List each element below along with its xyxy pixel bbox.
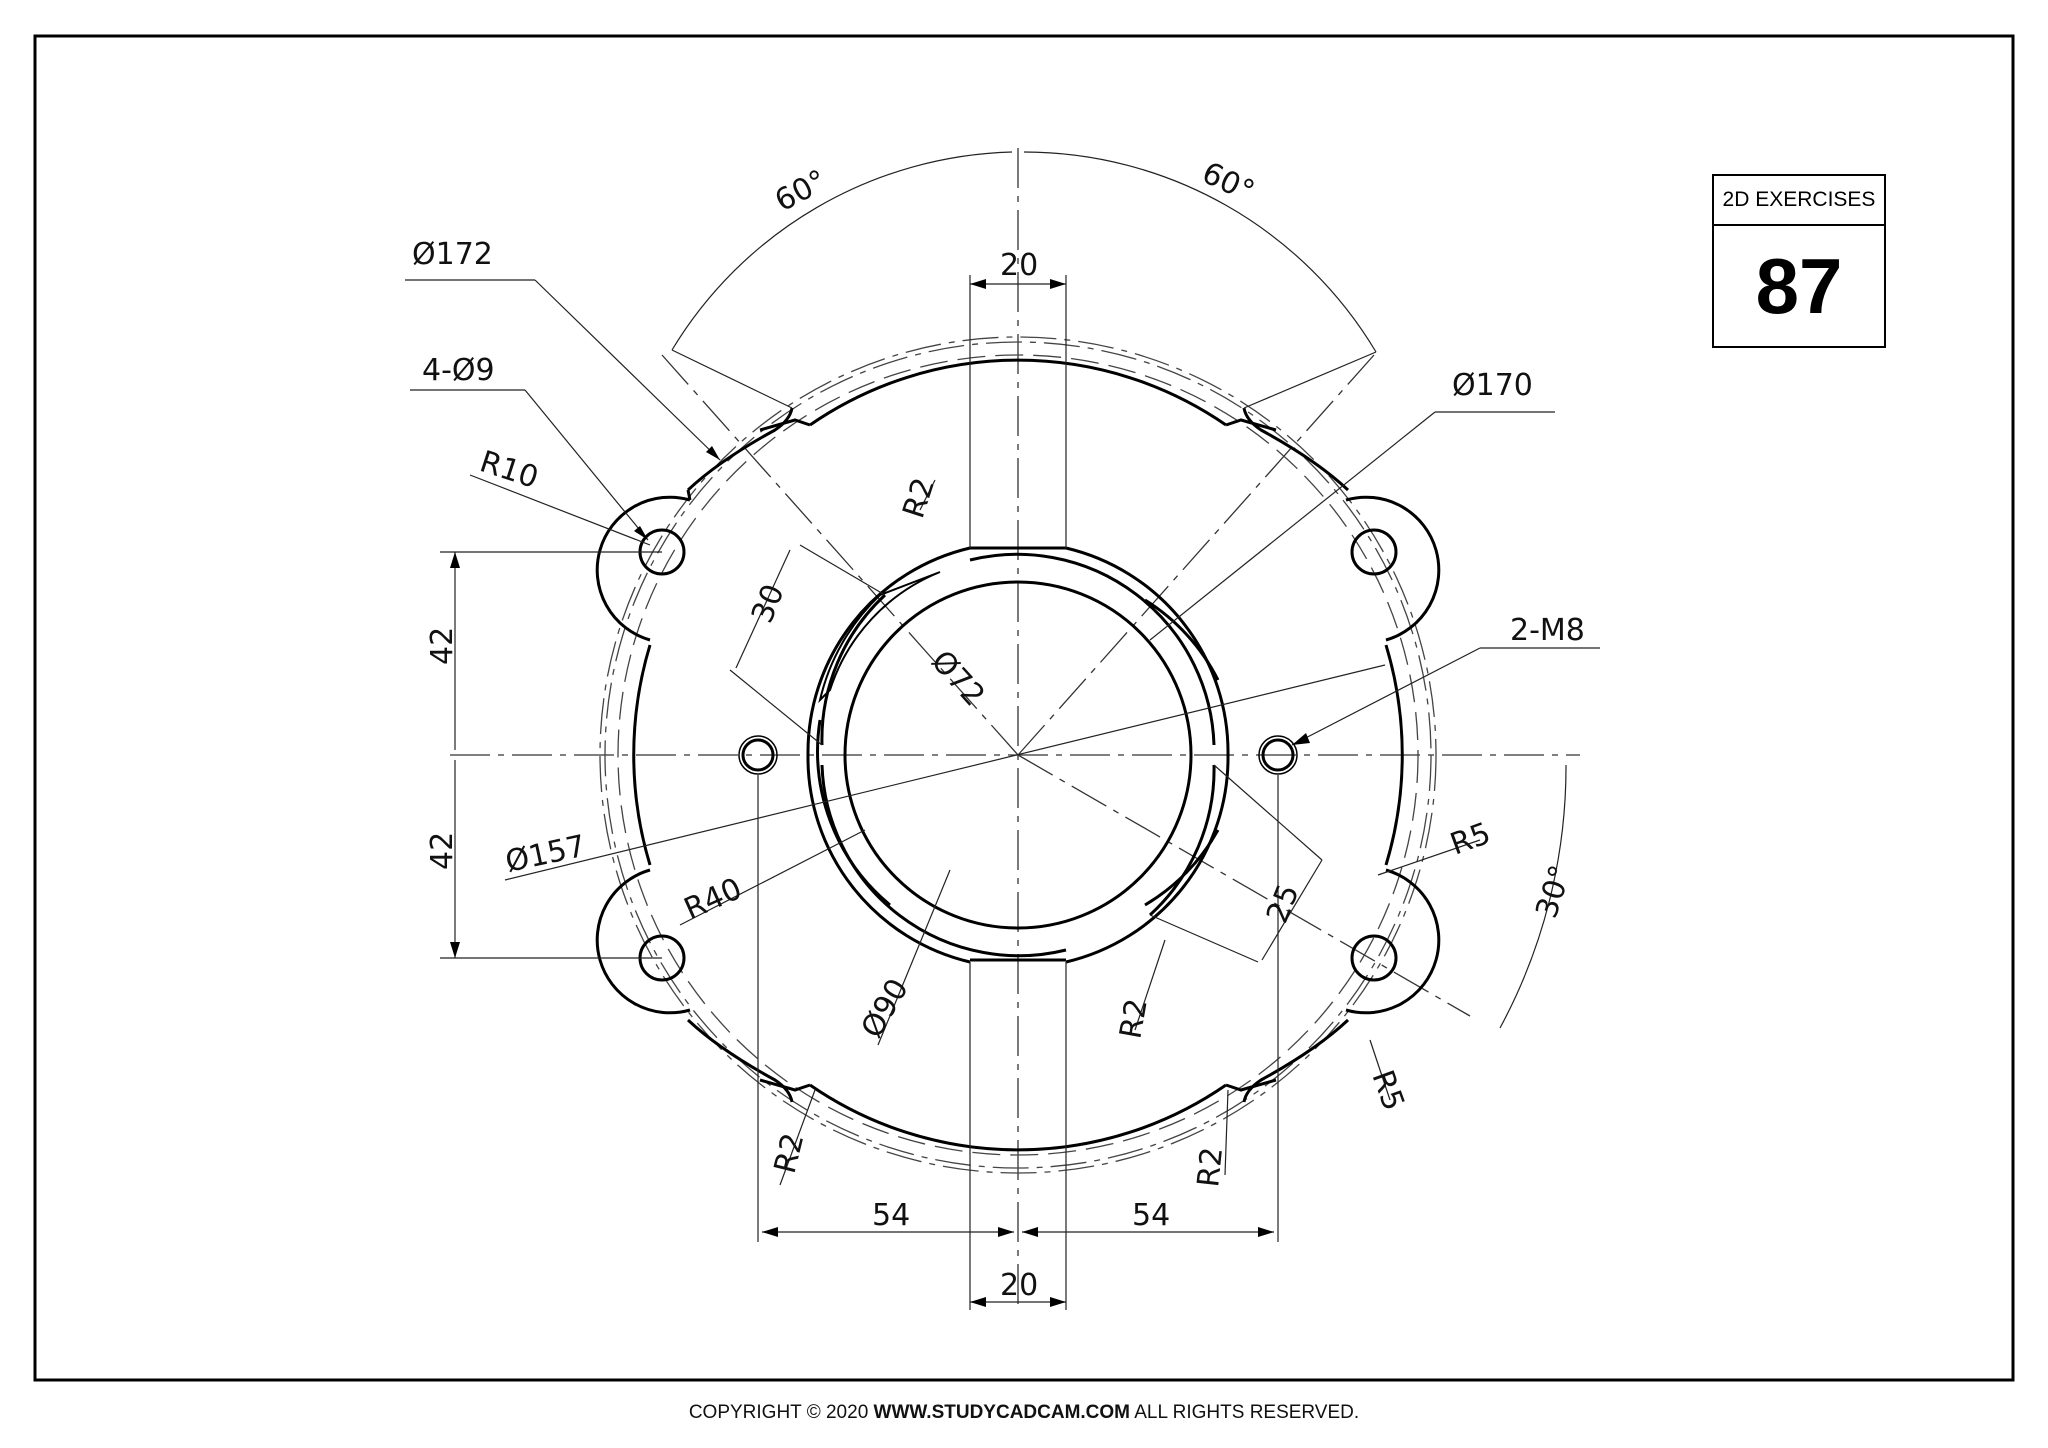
dimension-lines [405,151,1600,1310]
dim-r5-right: R5 [1446,816,1495,863]
dimension-labels: Ø172 4-Ø9 R10 60° 60° 20 Ø170 R2 30 Ø72 … [412,156,1585,1303]
sheet-border [33,34,2015,1382]
dim-slot-30: 30 [745,579,792,628]
dim-holes: 4-Ø9 [422,353,495,388]
dim-h42-bottom: 42 [425,832,460,870]
dim-h42-top: 42 [425,627,460,665]
dim-w54-right: 54 [1132,1198,1170,1233]
dim-angle-right: 60° [1197,156,1260,210]
phantom-circles [599,336,1437,1174]
dim-dia170: Ø170 [1452,368,1533,403]
dim-r2-center: R2 [1113,996,1154,1041]
exercise-badge: 2D EXERCISES 87 [1712,174,1886,348]
copyright-footer: COPYRIGHT © 2020 WWW.STUDYCADCAM.COM ALL… [0,1402,2048,1424]
badge-number: 87 [1755,242,1843,330]
inner-ring-profile [806,546,1230,964]
dim-angle-left: 60° [769,163,832,219]
footer-prefix: COPYRIGHT © 2020 [688,1402,869,1423]
arrowheads [450,279,1310,1307]
badge-label: 2D EXERCISES [1714,176,1884,226]
flange-outline [595,358,1441,1152]
footer-site: WWW.STUDYCADCAM.COM [873,1402,1131,1423]
dim-w54-left: 54 [872,1198,910,1233]
dim-bottom-width: 20 [1000,1268,1038,1303]
dim-r5-lower: R5 [1364,1066,1411,1115]
dim-r2-bottom-right: R2 [1191,1145,1230,1188]
centerlines [450,148,1580,1310]
dim-r10: R10 [476,444,543,496]
dim-slot-25: 25 [1260,879,1307,928]
dim-dia90: Ø90 [855,973,916,1044]
dim-r40: R40 [679,871,747,927]
dim-dia72: Ø72 [924,644,991,713]
dim-r2-bottom-left: R2 [768,1130,812,1177]
dim-dia157: Ø157 [502,829,588,880]
dim-m8: 2-M8 [1510,613,1585,648]
dim-angle-30: 30° [1529,861,1579,922]
footer-suffix: ALL RIGHTS RESERVED. [1134,1402,1360,1423]
dim-dia172: Ø172 [412,237,493,272]
dim-top-width: 20 [1000,248,1038,283]
